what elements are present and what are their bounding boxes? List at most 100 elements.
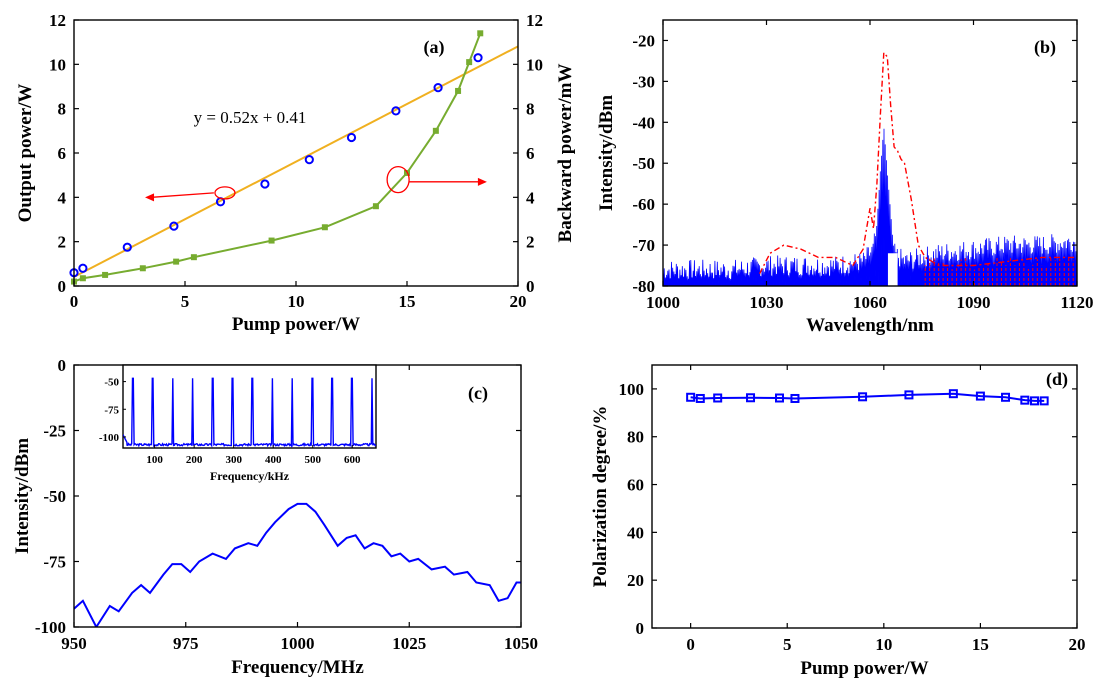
y-tick-label: 0: [58, 277, 67, 296]
y-tick-label: 4: [58, 188, 67, 207]
output-power-point: [346, 132, 357, 143]
x-tick-label: 1050: [504, 634, 538, 653]
y-axis-label: Intensity/dBm: [12, 438, 33, 554]
output-curve-marker: [214, 186, 236, 200]
y-tick-label: 12: [49, 11, 66, 30]
panel-label: (d): [1046, 369, 1068, 390]
polarization-point: [904, 390, 914, 400]
y-tick-label: 20: [627, 571, 644, 590]
backward-power-point: [268, 237, 275, 244]
x-tick-label: 1000: [281, 634, 315, 653]
plot-area: [663, 50, 1077, 286]
y-axis-label-left: Output power/W: [15, 84, 36, 223]
y-tick-label: 80: [627, 428, 644, 447]
y-tick-label: 0: [636, 619, 645, 638]
plot-frame: [651, 364, 1078, 629]
y-tick-label: 40: [627, 523, 644, 542]
x-tick-label: 0: [686, 635, 695, 654]
backward-power-point: [466, 59, 473, 66]
panel-label: (c): [468, 383, 488, 404]
inset-plot-area: [123, 377, 376, 448]
x-tick-label: 10: [288, 292, 305, 311]
x-tick-label: 15: [972, 635, 989, 654]
inset-y-tick-label: -100: [99, 432, 120, 444]
panel-label: (b): [1034, 37, 1056, 58]
polarization-point: [790, 393, 800, 403]
x-axis-label: Pump power/W: [800, 658, 928, 679]
output-power-point: [260, 179, 270, 189]
y-axis-label: Polarization degree/%: [590, 406, 611, 588]
x-tick-label: 950: [61, 634, 87, 653]
x-tick-label: 10: [875, 635, 892, 654]
y-tick-label-right: 2: [526, 233, 535, 252]
polarization-point: [686, 392, 696, 402]
backward-power-point: [455, 87, 462, 94]
plot-area: [74, 502, 521, 627]
panel-b-chart: 1000 1030 1060 1090 1120 -80 -70 -60 -50 -40 -30 -2…: [596, 19, 1094, 336]
backward-power-point: [372, 203, 379, 210]
x-axis-label: Pump power/W: [232, 314, 360, 335]
polarization-point: [948, 389, 958, 399]
y-tick-label: -25: [43, 422, 66, 441]
spectrum-gap: [887, 253, 898, 286]
y-tick-label-right: 0: [526, 277, 535, 296]
backward-power-point: [79, 275, 86, 282]
polarization-point: [746, 393, 756, 403]
x-tick-label: 1025: [392, 634, 426, 653]
output-power-point: [473, 53, 483, 63]
y-tick-label: -70: [632, 236, 655, 255]
y-tick-label-right: 8: [526, 100, 535, 119]
output-power-point: [122, 242, 132, 252]
left-arrow-line: [151, 192, 214, 198]
y-tick-label: 60: [627, 476, 644, 495]
x-tick-label: 5: [181, 292, 190, 311]
x-tick-label: 1090: [957, 293, 991, 312]
backward-curve-marker: [386, 165, 410, 194]
left-arrow-head: [145, 193, 155, 202]
y-tick-label: -20: [632, 31, 655, 50]
inset-x-tick-label: 500: [305, 454, 322, 466]
x-tick-label: 1030: [750, 293, 784, 312]
x-tick-label: 1060: [853, 293, 887, 312]
backward-power-point: [432, 127, 439, 134]
x-tick-label: 15: [399, 292, 416, 311]
rf-spectrum-line: [74, 502, 521, 627]
y-tick-label: -30: [632, 72, 655, 91]
inset-y-tick-label: -50: [104, 377, 119, 389]
x-tick-label: 0: [70, 292, 79, 311]
output-power-point: [169, 221, 179, 231]
polarization-point: [858, 392, 868, 402]
red-spectrum: [758, 50, 1077, 275]
blue-spectrum: [663, 128, 1077, 286]
polarization-point: [975, 391, 985, 401]
polarization-point: [1001, 392, 1011, 402]
output-power-point: [433, 83, 443, 93]
y-tick-label: 8: [58, 100, 67, 119]
polarization-line: [690, 392, 1045, 402]
polarization-point: [1030, 396, 1039, 406]
backward-power-point: [321, 224, 328, 231]
backward-power-point: [190, 254, 197, 261]
x-tick-label: 20: [510, 292, 527, 311]
x-tick-label: 1000: [646, 293, 680, 312]
x-axis-label: Frequency/MHz: [231, 657, 364, 678]
polarization-point: [713, 393, 723, 403]
x-tick-label: 975: [173, 634, 199, 653]
y-tick-label: -50: [43, 487, 66, 506]
polarization-point: [775, 393, 784, 403]
polarization-point: [1039, 396, 1049, 406]
y-tick-label: 10: [49, 55, 66, 74]
y-axis-label: Intensity/dBm: [596, 95, 617, 211]
inset-x-tick-label: 400: [265, 454, 282, 466]
panel-d-chart: 0 5 10 15 20 0 20 40 60 80 100 Pump power/W Polariza…: [590, 364, 1086, 679]
y-tick-label: 6: [58, 144, 67, 163]
backward-power-point: [173, 258, 180, 265]
y-tick-label: -80: [632, 277, 655, 296]
y-tick-label: -50: [632, 154, 655, 173]
red-spectrum-noise: [924, 257, 1074, 286]
fit-line: [73, 45, 519, 278]
x-tick-label: 20: [1069, 635, 1086, 654]
y-tick-label: -100: [35, 618, 66, 637]
panel-c-chart: 950 975 1000 1025 1050 -100 -75 -50 -25 0 Frequenc…: [12, 356, 538, 678]
